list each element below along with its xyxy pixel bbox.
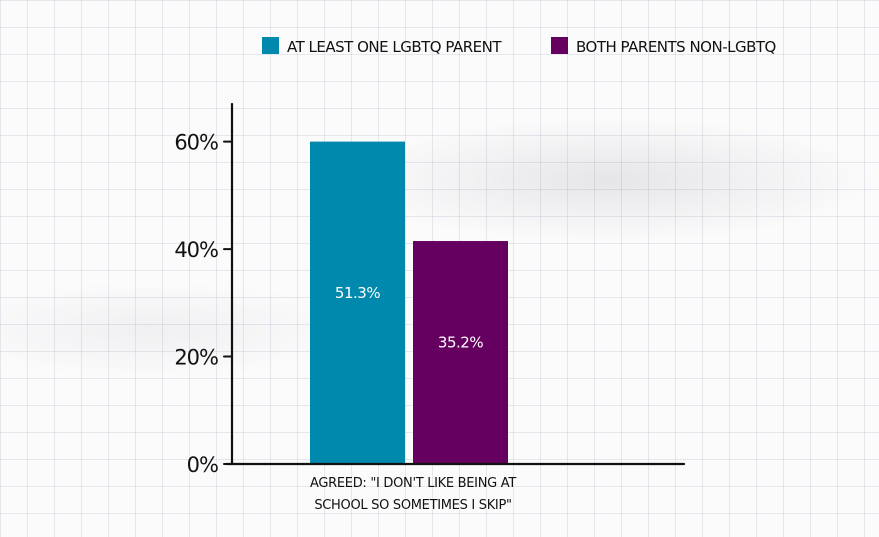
y-tick-label-3: 60% — [174, 131, 218, 155]
y-tick-label-2: 40% — [174, 238, 218, 262]
y-tick-label-1: 20% — [174, 346, 218, 370]
legend-label-2: BOTH PARENTS NON-LGBTQ — [576, 38, 776, 56]
legend-label-1: AT LEAST ONE LGBTQ PARENT — [287, 38, 502, 56]
x-category-label-line-2: SCHOOL SO SOMETIMES I SKIP" — [314, 498, 511, 513]
bar-1 — [310, 141, 405, 464]
x-axis: AGREED: "I DON'T LIKE BEING AT SCHOOL SO … — [224, 462, 686, 513]
data-label-2: 35.2% — [438, 334, 483, 352]
bar-2 — [413, 241, 508, 464]
legend: AT LEAST ONE LGBTQ PARENT BOTH PARENTS NO… — [262, 37, 776, 56]
bars: 51.3% 35.2% — [310, 141, 508, 464]
y-axis: 0% 20% 40% 60% — [174, 102, 234, 477]
legend-swatch-1 — [262, 37, 279, 54]
y-tick-label-0: 0% — [187, 453, 218, 477]
data-label-1: 51.3% — [335, 284, 380, 302]
x-category-label-line-1: AGREED: "I DON'T LIKE BEING AT — [310, 476, 516, 491]
legend-swatch-2 — [551, 37, 568, 54]
